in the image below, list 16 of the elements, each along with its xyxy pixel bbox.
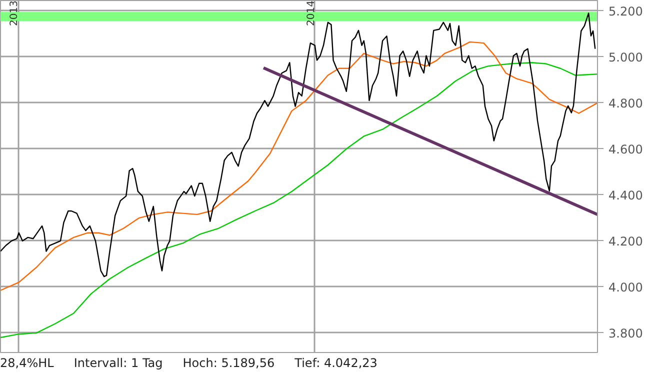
y-tick-label: 4.800 xyxy=(608,96,643,110)
text: Intervall: 1 Tag xyxy=(74,356,163,370)
text: 28,4%HL xyxy=(0,356,54,370)
text: Hoch: 5.189,56 xyxy=(182,356,275,370)
x-tick-label: 2014 xyxy=(306,0,317,26)
x-tick-label: 2013 xyxy=(9,0,20,26)
line-series xyxy=(0,41,598,291)
y-tick-label: 4.600 xyxy=(608,142,643,156)
text: Tief: 4.042,23 xyxy=(294,356,378,370)
y-tick-label: 4.200 xyxy=(608,234,643,248)
y-tick-label: 4.400 xyxy=(608,188,643,202)
line-series xyxy=(0,62,598,338)
y-tick-label: 4.000 xyxy=(608,280,643,294)
y-tick-label: 3.800 xyxy=(608,326,643,340)
y-tick-label: 5.200 xyxy=(608,4,643,18)
y-tick-label: 5.000 xyxy=(608,50,643,64)
